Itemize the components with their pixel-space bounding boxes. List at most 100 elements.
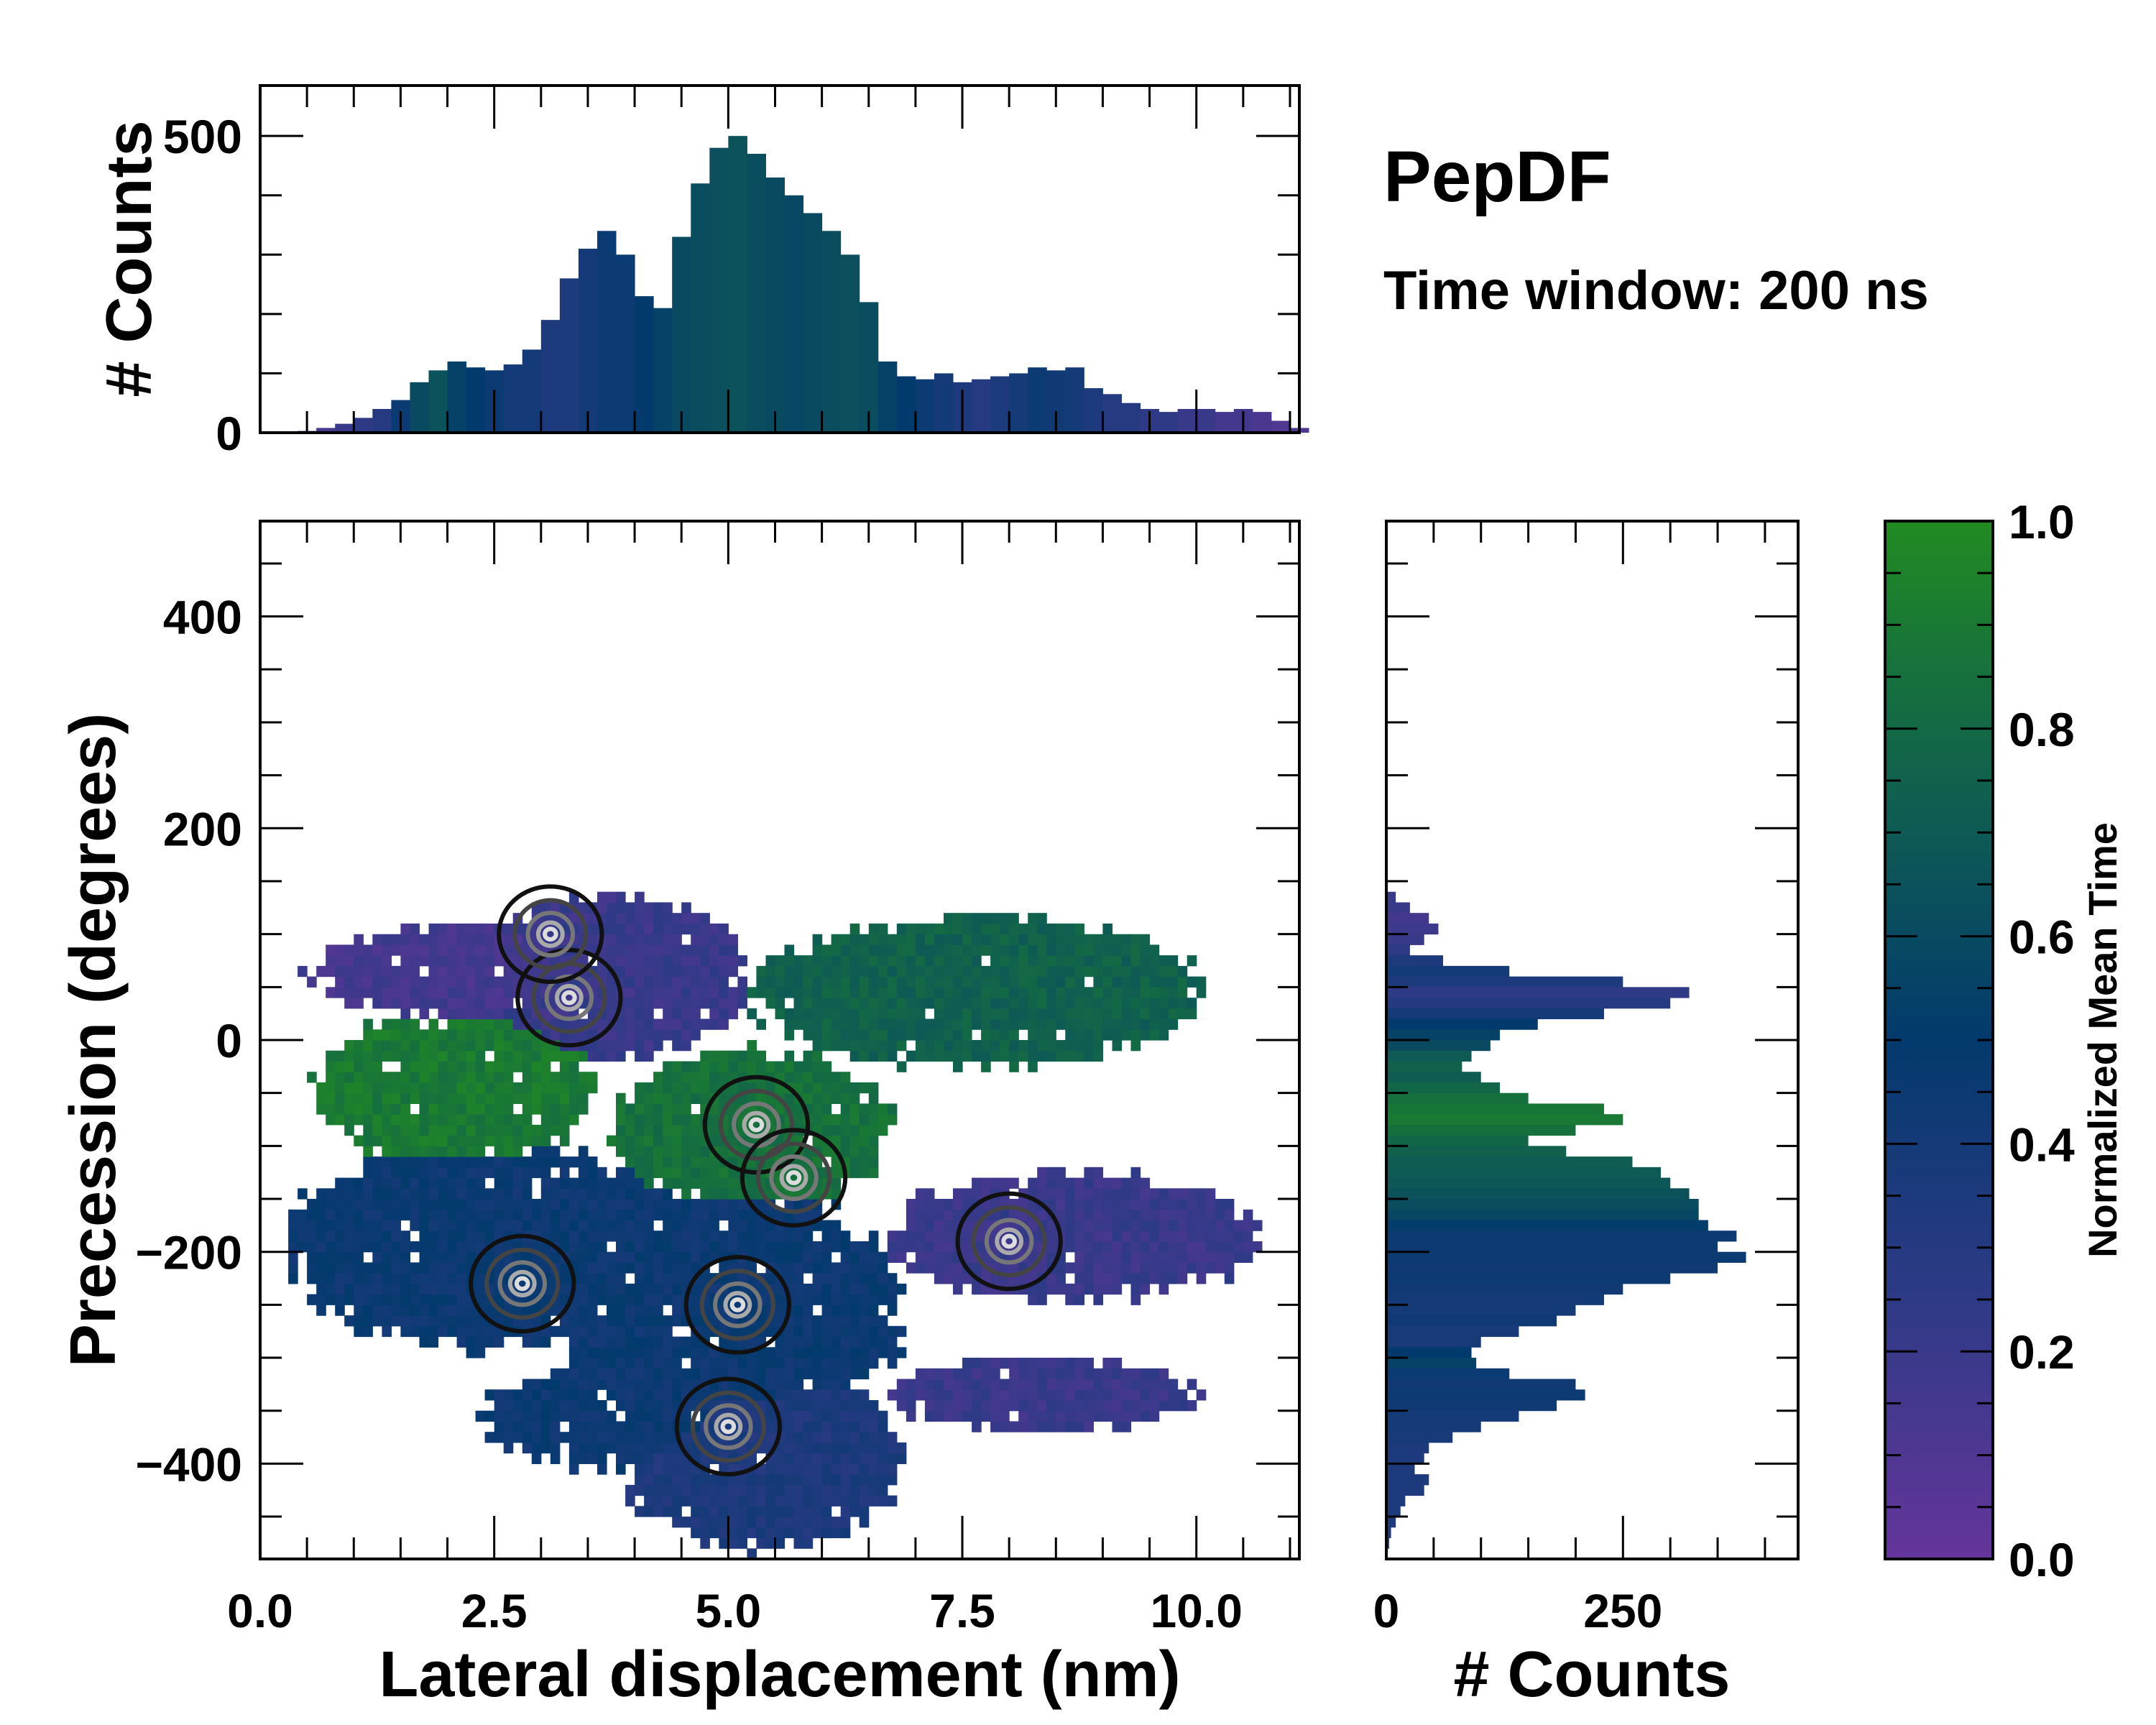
heatmap-cell <box>466 955 476 967</box>
right-hist-bar <box>1386 1124 1576 1136</box>
heatmap-cell <box>391 1188 401 1200</box>
heatmap-cell <box>1056 1400 1066 1412</box>
heatmap-cell <box>812 1432 823 1443</box>
heatmap-cell <box>1000 1262 1010 1274</box>
heatmap-cell <box>597 1463 607 1475</box>
heatmap-cell <box>484 1209 495 1221</box>
heatmap-cell <box>812 987 823 998</box>
colorbar-tick-label: 0.4 <box>2009 1118 2075 1171</box>
heatmap-cell <box>672 987 682 998</box>
heatmap-cell <box>859 1241 870 1253</box>
heatmap-cell <box>1074 976 1084 988</box>
heatmap-cell <box>793 1082 804 1094</box>
heatmap-cell <box>616 1358 626 1369</box>
heatmap-cell <box>877 1008 888 1020</box>
heatmap-cell <box>775 1336 786 1348</box>
heatmap-cell <box>597 1283 607 1295</box>
heatmap-cell <box>578 1156 589 1168</box>
heatmap-cell <box>607 1188 617 1200</box>
heatmap-cell <box>1009 944 1019 956</box>
heatmap-cell <box>410 1156 420 1168</box>
heatmap-cell <box>635 1177 645 1189</box>
heatmap-cell <box>981 1177 991 1189</box>
heatmap-cell <box>607 1135 617 1146</box>
heatmap-cell <box>887 1273 898 1284</box>
heatmap-cell <box>784 1517 795 1528</box>
heatmap-cell <box>438 998 448 1009</box>
right-hist-bar <box>1386 1442 1429 1454</box>
heatmap-cell <box>372 1040 382 1052</box>
right-hist-bar <box>1386 923 1439 935</box>
heatmap-cell <box>644 1495 654 1506</box>
heatmap-cell <box>728 1241 738 1253</box>
heatmap-cell <box>793 1453 804 1464</box>
heatmap-cell <box>456 944 467 956</box>
heatmap-cell <box>709 923 719 935</box>
heatmap-cell <box>1000 1379 1010 1390</box>
heatmap-cell <box>990 1358 1000 1369</box>
heatmap-cell <box>681 1146 691 1157</box>
heatmap-cell <box>840 998 851 1009</box>
heatmap-cell <box>944 913 954 924</box>
heatmap-cell <box>1121 965 1132 978</box>
heatmap-cell <box>1130 1273 1141 1284</box>
heatmap-cell <box>812 1092 823 1104</box>
heatmap-cell <box>812 1347 823 1358</box>
heatmap-cell <box>1205 1209 1216 1221</box>
heatmap-cell <box>877 998 888 1009</box>
heatmap-cell <box>550 1199 561 1210</box>
heatmap-cell <box>391 1092 401 1104</box>
heatmap-cell <box>775 1008 786 1020</box>
heatmap-cell <box>466 976 476 988</box>
heatmap-cell <box>944 1389 954 1401</box>
heatmap-cell <box>607 1421 617 1432</box>
heatmap-cell <box>335 955 345 967</box>
heatmap-cell <box>400 1230 410 1242</box>
heatmap-cell <box>494 1029 505 1041</box>
heatmap-cell <box>400 1072 410 1083</box>
heatmap-cell <box>709 1008 719 1020</box>
heatmap-cell <box>672 1358 682 1369</box>
heatmap-cell <box>944 965 954 978</box>
heatmap-cell <box>531 1061 542 1072</box>
heatmap-cell <box>1102 987 1112 998</box>
heatmap-cell <box>653 1135 663 1146</box>
heatmap-cell <box>681 976 691 988</box>
heatmap-cell <box>793 1347 804 1358</box>
heatmap-cell <box>868 923 879 935</box>
heatmap-cell <box>868 998 879 1009</box>
heatmap-cell <box>419 1167 430 1179</box>
heatmap-cell <box>568 1325 579 1338</box>
heatmap-cell <box>1102 944 1112 956</box>
heatmap-cell <box>559 1379 570 1390</box>
heatmap-cell <box>354 998 364 1009</box>
heatmap-cell <box>578 1368 589 1380</box>
heatmap-cell <box>681 1474 691 1486</box>
heatmap-cell <box>382 1167 392 1179</box>
heatmap-cell <box>859 1453 870 1464</box>
heatmap-cell <box>1224 1220 1235 1231</box>
heatmap-cell <box>775 1061 786 1072</box>
heatmap-cell <box>559 1220 570 1231</box>
heatmap-cell <box>953 923 963 935</box>
heatmap-cell <box>503 1410 514 1422</box>
heatmap-cell <box>335 1230 345 1242</box>
heatmap-cell <box>625 1146 635 1157</box>
heatmap-cell <box>438 1188 448 1200</box>
x-tick-label: 0.0 <box>227 1584 293 1637</box>
heatmap-cell <box>672 1135 682 1146</box>
heatmap-cell <box>756 1199 766 1210</box>
heatmap-cell <box>1084 944 1094 956</box>
heatmap-cell <box>924 1018 935 1030</box>
heatmap-cell <box>859 1474 870 1486</box>
heatmap-cell <box>607 998 617 1009</box>
heatmap-cell <box>447 1241 458 1253</box>
heatmap-cell <box>728 1050 738 1062</box>
heatmap-cell <box>672 1018 682 1030</box>
heatmap-cell <box>990 934 1000 945</box>
heatmap-cell <box>784 1495 795 1506</box>
heatmap-cell <box>494 1199 505 1210</box>
heatmap-cell <box>1056 1209 1066 1221</box>
heatmap-cell <box>663 1082 673 1094</box>
heatmap-cell <box>944 1209 954 1221</box>
